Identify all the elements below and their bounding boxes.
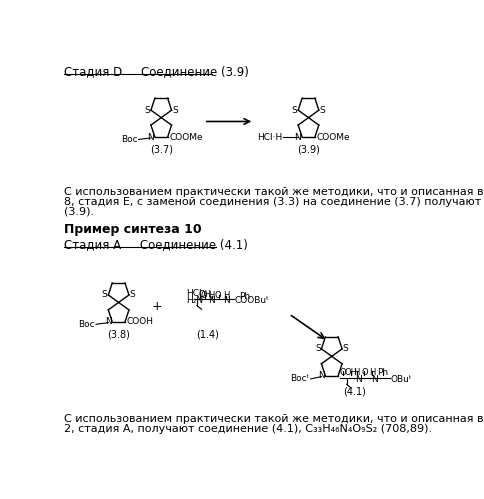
Text: (4.1): (4.1) bbox=[344, 387, 366, 397]
Text: Ph: Ph bbox=[378, 368, 389, 377]
Text: N: N bbox=[355, 375, 362, 384]
Text: COOMe: COOMe bbox=[169, 133, 203, 142]
Text: S: S bbox=[292, 106, 297, 115]
Text: (1.4): (1.4) bbox=[197, 330, 219, 340]
Text: (3.8): (3.8) bbox=[107, 330, 130, 340]
Text: Стадия D     Соединение (3.9): Стадия D Соединение (3.9) bbox=[64, 65, 249, 78]
Text: N: N bbox=[209, 296, 215, 305]
Text: OH: OH bbox=[344, 368, 357, 377]
Text: С использованием практически такой же методики, что и описанная в Примере синтез: С использованием практически такой же ме… bbox=[64, 187, 484, 197]
Text: COOBuᵗ: COOBuᵗ bbox=[234, 295, 269, 304]
Text: (3.7): (3.7) bbox=[150, 145, 173, 155]
Text: H: H bbox=[369, 368, 376, 377]
Text: S: S bbox=[130, 290, 136, 299]
Text: N: N bbox=[318, 371, 325, 380]
Text: COOMe: COOMe bbox=[317, 133, 350, 142]
Text: O: O bbox=[200, 291, 207, 300]
Text: Пример синтеза 10: Пример синтеза 10 bbox=[64, 223, 202, 236]
Text: Boc: Boc bbox=[78, 320, 95, 329]
Text: OBuᵗ: OBuᵗ bbox=[391, 375, 412, 384]
Text: O: O bbox=[339, 368, 346, 377]
Text: N: N bbox=[295, 133, 302, 142]
Text: S: S bbox=[102, 290, 107, 299]
Text: S: S bbox=[343, 344, 348, 353]
Text: S: S bbox=[315, 344, 321, 353]
Text: HCl·H: HCl·H bbox=[257, 133, 282, 142]
Text: H: H bbox=[209, 291, 215, 300]
Text: O: O bbox=[214, 291, 221, 300]
Text: (3.9).: (3.9). bbox=[64, 207, 94, 217]
Text: +: + bbox=[152, 300, 163, 313]
Text: OH: OH bbox=[198, 290, 212, 299]
Text: S: S bbox=[319, 106, 325, 115]
Text: COOH: COOH bbox=[126, 317, 153, 326]
Text: S: S bbox=[172, 106, 178, 115]
Text: С использованием практически такой же методики, что и описанная в Примере синтез: С использованием практически такой же ме… bbox=[64, 414, 484, 424]
Text: H: H bbox=[353, 368, 360, 377]
Text: HCl: HCl bbox=[186, 288, 202, 297]
Text: Ph: Ph bbox=[239, 291, 250, 301]
Text: H: H bbox=[223, 291, 229, 300]
Text: S: S bbox=[144, 106, 150, 115]
Text: N: N bbox=[371, 375, 378, 384]
Text: H₂N: H₂N bbox=[186, 295, 203, 304]
Text: N: N bbox=[223, 296, 230, 305]
Text: N: N bbox=[147, 133, 154, 142]
Text: 8, стадия E, с заменой соединения (3.3) на соединение (3.7) получают соединение: 8, стадия E, с заменой соединения (3.3) … bbox=[64, 197, 484, 207]
Text: Boc: Boc bbox=[121, 135, 138, 144]
Text: O: O bbox=[361, 368, 368, 377]
Text: N: N bbox=[105, 317, 111, 326]
Text: Bocᵗ: Bocᵗ bbox=[290, 374, 310, 383]
Text: (3.9): (3.9) bbox=[297, 145, 320, 155]
Text: 2, стадия А, получают соединение (4.1), C₃₃H₄₆N₄O₉S₂ (708,89).: 2, стадия А, получают соединение (4.1), … bbox=[64, 424, 433, 434]
Text: Стадия A     Соединение (4.1): Стадия A Соединение (4.1) bbox=[64, 239, 248, 251]
